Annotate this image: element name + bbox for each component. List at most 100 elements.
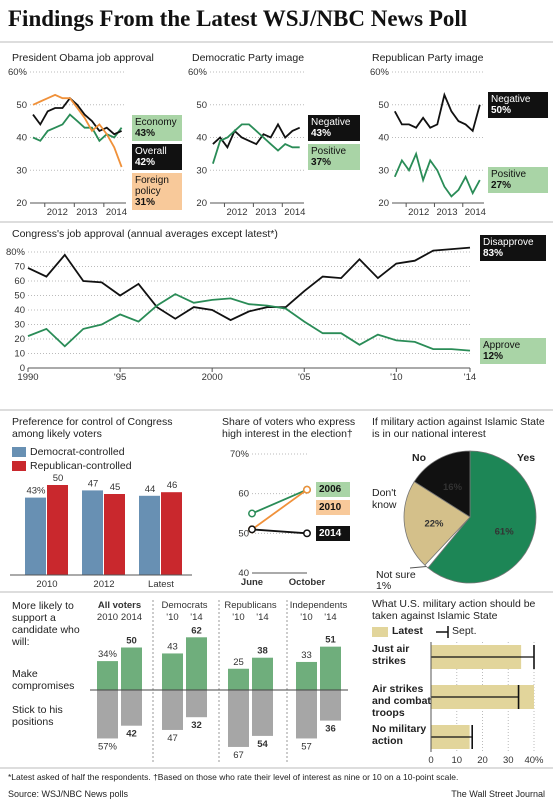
y-tick-label: 50 bbox=[238, 528, 249, 539]
legend-label: Republican-controlled bbox=[30, 460, 132, 472]
x-tick-label: 2010 bbox=[97, 612, 118, 623]
series-line bbox=[212, 122, 301, 150]
x-tick-label: 2014 bbox=[106, 207, 127, 218]
end-label: 2006 bbox=[316, 482, 350, 498]
end-value: 43% bbox=[135, 127, 156, 139]
series-line bbox=[27, 293, 471, 352]
x-tick-label: 40% bbox=[524, 755, 544, 766]
x-tick-label: June bbox=[241, 577, 263, 588]
end-label: Positive 37% bbox=[308, 143, 360, 170]
legend-name: Approve bbox=[483, 339, 521, 351]
credit: The Wall Street Journal bbox=[451, 789, 545, 799]
y-tick-label: 20 bbox=[378, 198, 389, 209]
slice-name: No bbox=[412, 452, 426, 464]
chart-title: President Obama job approval bbox=[12, 52, 154, 64]
x-tick-label: '10 bbox=[232, 612, 244, 623]
legend-name: Economy bbox=[135, 116, 177, 128]
series-line bbox=[393, 151, 481, 198]
y-tick-label: 70 bbox=[14, 262, 25, 273]
slice-value: 1% bbox=[376, 580, 392, 592]
legend-name: 2014 bbox=[319, 527, 342, 539]
y-tick-label: 60% bbox=[8, 67, 28, 78]
bar bbox=[82, 490, 103, 575]
y-tick-label: 30 bbox=[16, 165, 27, 176]
end-label: Economy 43% bbox=[132, 114, 182, 141]
slice-value: 22% bbox=[424, 519, 444, 530]
x-tick-label: '14 bbox=[464, 372, 476, 383]
legend-name: 2006 bbox=[319, 484, 342, 496]
y-tick-label: 70% bbox=[230, 449, 250, 460]
bar bbox=[162, 653, 183, 690]
row-label: Make compromises bbox=[12, 668, 75, 692]
bar bbox=[104, 494, 125, 575]
bar bbox=[320, 646, 341, 690]
group-label: Democrats bbox=[162, 600, 208, 611]
bar bbox=[228, 668, 249, 690]
x-tick-label: 2000 bbox=[202, 372, 223, 383]
chart-title: What U.S. military action should be take… bbox=[372, 598, 536, 622]
slice-name: Yes bbox=[517, 452, 536, 464]
x-tick-label: Latest bbox=[148, 579, 174, 590]
value-label: 33 bbox=[301, 650, 312, 661]
y-tick-label: Air strikes and combat troops bbox=[372, 683, 431, 719]
legend-name: 2010 bbox=[319, 502, 342, 514]
x-tick-label: 20 bbox=[477, 755, 488, 766]
slice-value: 61% bbox=[495, 526, 515, 537]
group-label: Republicans bbox=[224, 600, 277, 611]
value-label: 54 bbox=[257, 739, 268, 750]
y-tick-label: Just air strikes bbox=[372, 643, 410, 667]
end-value: 50% bbox=[491, 104, 512, 116]
pie-slice bbox=[413, 450, 471, 518]
point bbox=[303, 485, 311, 494]
x-tick-label: 2013 bbox=[255, 207, 276, 218]
end-label: Disapprove 83% bbox=[480, 234, 546, 261]
chart-title: Preference for control of Congress among… bbox=[12, 416, 173, 440]
series-line bbox=[251, 528, 308, 535]
chart-title: Republican Party image bbox=[372, 52, 484, 64]
x-tick-label: 2012 bbox=[93, 579, 114, 590]
bar bbox=[186, 637, 207, 690]
value-label: 45 bbox=[110, 482, 121, 493]
y-tick-label: 30 bbox=[196, 165, 207, 176]
value-label: 25 bbox=[233, 657, 244, 668]
bar bbox=[320, 690, 341, 721]
page-title: Findings From the Latest WSJ/NBC News Po… bbox=[8, 6, 468, 31]
series-line bbox=[32, 93, 123, 168]
source: Source: WSJ/NBC News polls bbox=[8, 789, 129, 799]
legend-name: Disapprove bbox=[483, 236, 534, 248]
value-label: 47 bbox=[88, 478, 99, 489]
chart-title: Congress's job approval (annual averages… bbox=[12, 228, 278, 240]
end-label: Negative 50% bbox=[488, 91, 548, 118]
value-label: 38 bbox=[257, 646, 268, 657]
end-value: 43% bbox=[311, 127, 332, 139]
x-tick-label: October bbox=[289, 577, 326, 588]
group-label: Independents bbox=[290, 600, 348, 611]
value-label: 47 bbox=[167, 733, 178, 744]
point bbox=[248, 525, 256, 534]
legend-name: Negative bbox=[491, 93, 531, 105]
value-label: 36 bbox=[325, 724, 336, 735]
chart-title: More likely to support a candidate who w… bbox=[12, 600, 80, 648]
legend-label: Democrat-controlled bbox=[30, 446, 125, 458]
bar bbox=[186, 690, 207, 718]
value-label: 42 bbox=[126, 729, 137, 740]
y-tick-label: 60 bbox=[14, 276, 25, 287]
bar bbox=[47, 485, 68, 575]
bar bbox=[252, 690, 273, 736]
value-label: 43 bbox=[167, 641, 178, 652]
x-tick-label: 2014 bbox=[284, 207, 305, 218]
legend-name: Negative bbox=[311, 116, 351, 128]
end-label: Positive 27% bbox=[488, 167, 548, 194]
end-label: Foreign policy 31% bbox=[132, 172, 182, 210]
y-tick-label: 50 bbox=[16, 100, 27, 111]
end-value: 12% bbox=[483, 350, 504, 362]
value-label: 50 bbox=[53, 473, 64, 484]
leader bbox=[409, 566, 427, 569]
value-label: 46 bbox=[167, 480, 178, 491]
chart-title: If military action against Islamic State… bbox=[372, 416, 545, 440]
bar bbox=[97, 690, 118, 739]
bar bbox=[296, 690, 317, 739]
footnote: *Latest asked of half the respondents. †… bbox=[8, 772, 459, 782]
x-tick-label: 2012 bbox=[226, 207, 247, 218]
